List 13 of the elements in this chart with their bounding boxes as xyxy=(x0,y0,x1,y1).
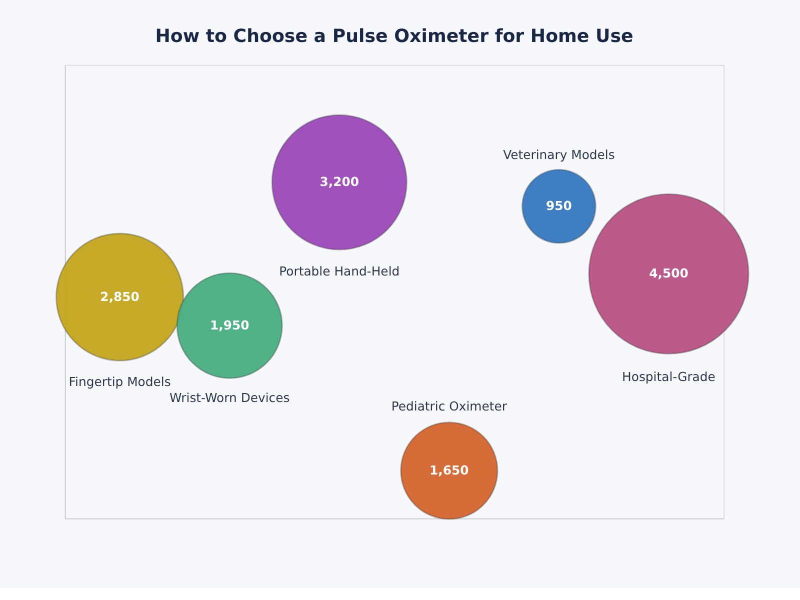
data-label: 2,850 xyxy=(100,288,140,304)
category-label: Wrist-Worn Devices xyxy=(169,390,290,406)
text: How to Choose a Pulse Oximeter for Home Use xyxy=(155,26,634,47)
data-label: 3,200 xyxy=(320,174,360,190)
data-label: 950 xyxy=(546,198,572,214)
category-label: Veterinary Models xyxy=(503,147,615,162)
category-label: Portable Hand-Held xyxy=(279,264,400,279)
category-label: Hospital-Grade xyxy=(622,369,716,384)
data-label: 4,500 xyxy=(649,266,689,281)
category-label: Pediatric Oximeter xyxy=(391,398,508,414)
category-label: Fingertip Models xyxy=(68,374,171,389)
data-label: 1,950 xyxy=(210,317,250,332)
data-label: 1,650 xyxy=(430,462,470,478)
